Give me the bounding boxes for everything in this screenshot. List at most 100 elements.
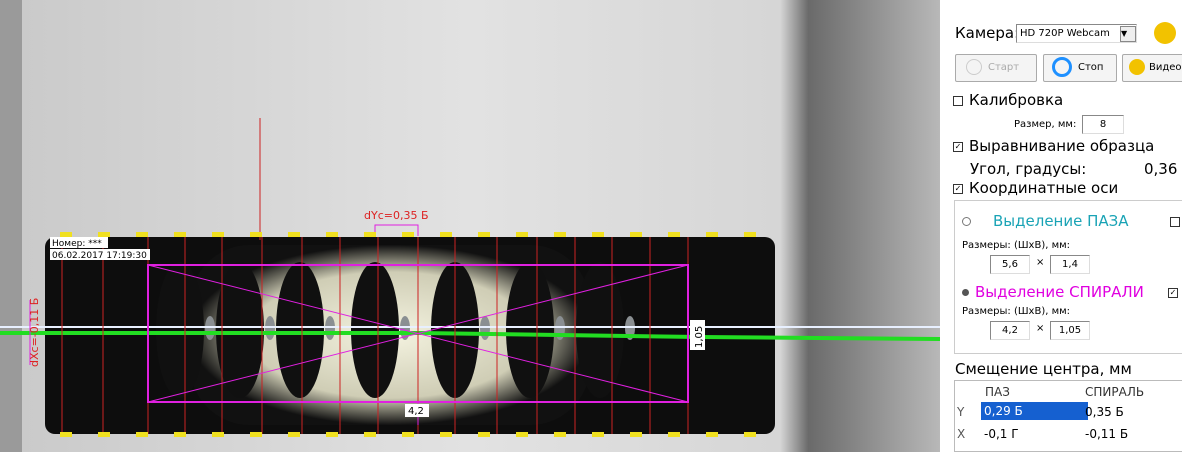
coil-gap <box>216 262 264 398</box>
coil-gap <box>351 262 399 398</box>
slot-w-input[interactable]: 5,6 <box>990 255 1030 274</box>
coil-gap <box>156 262 204 398</box>
marker <box>98 432 110 437</box>
dropdown-arrow[interactable]: ▼ <box>1120 26 1136 42</box>
radio[interactable] <box>962 217 971 226</box>
checkbox[interactable]: ✓ <box>953 142 963 152</box>
start-button[interactable]: Старт <box>955 54 1037 82</box>
column-header: ПАЗ <box>985 385 1010 399</box>
marker <box>592 232 604 237</box>
marker <box>744 432 756 437</box>
dxc-label: dXc=-0,11 Б <box>28 298 41 367</box>
size-label: Размер, мм: <box>1014 119 1076 130</box>
camera-view: Номер: *** 06.02.2017 17:19:30 dYc=0,35 … <box>0 0 940 452</box>
icon <box>966 59 982 75</box>
alignment[interactable]: ✓ Выравнивание образца <box>953 137 1154 155</box>
edge <box>0 0 22 452</box>
marker <box>706 232 718 237</box>
marker <box>136 432 148 437</box>
angle-label: Угол, градусы: <box>970 160 1086 178</box>
video-button[interactable]: Видео <box>1122 54 1182 82</box>
offset-table: ПАЗ СПИРАЛЬ Y 0,29 Б 0,35 Б X -0,1 Г -0,… <box>954 380 1182 452</box>
spiral-w-input[interactable]: 4,2 <box>990 321 1030 340</box>
marker <box>402 432 414 437</box>
stop-text: Стоп <box>1078 62 1103 73</box>
row-label: Y <box>957 405 964 419</box>
number-label: Номер: *** <box>52 239 102 249</box>
spiral-size-label: Размеры: (ШхВ), мм: <box>962 306 1070 317</box>
marker <box>440 432 452 437</box>
axes-label: Координатные оси <box>969 179 1118 197</box>
coil-gap <box>506 262 554 398</box>
checkbox[interactable] <box>1170 217 1180 227</box>
marker <box>60 432 72 437</box>
height-label: 1,05 <box>694 326 705 348</box>
marker <box>60 232 72 237</box>
spiral-option[interactable]: Выделение СПИРАЛИ <box>962 283 1144 301</box>
slot-label: Выделение ПАЗА <box>993 212 1129 230</box>
angle-value: 0,36 <box>1144 160 1177 178</box>
marker <box>212 432 224 437</box>
radio[interactable] <box>962 289 969 296</box>
icon <box>1052 57 1072 77</box>
marker <box>478 432 490 437</box>
camera-select[interactable]: HD 720P Webcam ▼ <box>1016 24 1137 43</box>
marker <box>630 232 642 237</box>
settings-icon[interactable] <box>1154 22 1176 44</box>
marker <box>630 432 642 437</box>
start-text: Старт <box>988 62 1019 73</box>
marker <box>516 232 528 237</box>
spiral-w: 4,2 <box>1002 325 1018 336</box>
app: Номер: *** 06.02.2017 17:19:30 dYc=0,35 … <box>0 0 1182 452</box>
center-axis <box>0 326 940 328</box>
stop-button[interactable]: Стоп <box>1043 54 1117 82</box>
marker <box>668 432 680 437</box>
marker <box>250 232 262 237</box>
coil-gap <box>576 262 624 398</box>
icon <box>1129 59 1145 75</box>
page: Spring measurement {"overlay": {"number_… <box>0 0 1182 452</box>
slot-size-label: Размеры: (ШхВ), мм: <box>962 240 1070 251</box>
marker <box>136 232 148 237</box>
marker <box>440 232 452 237</box>
marker <box>174 432 186 437</box>
checkbox[interactable]: ✓ <box>1168 288 1178 298</box>
axes[interactable]: ✓ Координатные оси <box>953 179 1118 197</box>
offset-title: Смещение центра, мм <box>955 360 1132 378</box>
cell[interactable]: -0,11 Б <box>1085 427 1128 441</box>
marker <box>744 232 756 237</box>
marker <box>250 432 262 437</box>
marker <box>98 232 110 237</box>
row-label: X <box>957 427 965 441</box>
checkbox[interactable] <box>953 96 963 106</box>
coil-gap <box>276 262 324 398</box>
size-input[interactable]: 8 <box>1082 115 1124 134</box>
marker <box>402 232 414 237</box>
calibration[interactable]: Калибровка <box>953 91 1063 109</box>
calibration-label: Калибровка <box>969 91 1063 109</box>
marker <box>364 232 376 237</box>
camera-value: HD 720P Webcam <box>1020 28 1110 39</box>
timestamp: 06.02.2017 17:19:30 <box>52 251 147 261</box>
marker <box>326 232 338 237</box>
cell-selected[interactable]: 0,29 Б <box>981 402 1088 420</box>
cell[interactable]: 0,35 Б <box>1085 405 1124 419</box>
spiral-h: 1,05 <box>1059 325 1081 336</box>
alignment-label: Выравнивание образца <box>969 137 1154 155</box>
marker <box>364 432 376 437</box>
column-header: СПИРАЛЬ <box>1085 385 1144 399</box>
cell[interactable]: -0,1 Г <box>984 427 1019 441</box>
slot-option[interactable]: Выделение ПАЗА <box>962 212 1129 230</box>
spiral-label: Выделение СПИРАЛИ <box>975 283 1144 301</box>
checkbox[interactable]: ✓ <box>953 184 963 194</box>
times: × <box>1036 323 1044 334</box>
times: × <box>1036 257 1044 268</box>
marker <box>288 232 300 237</box>
marker <box>706 432 718 437</box>
video-text: Видео <box>1149 62 1182 73</box>
spiral-h-input[interactable]: 1,05 <box>1050 321 1090 340</box>
marker <box>668 232 680 237</box>
slot-h-input[interactable]: 1,4 <box>1050 255 1090 274</box>
marker <box>554 232 566 237</box>
marker <box>288 432 300 437</box>
